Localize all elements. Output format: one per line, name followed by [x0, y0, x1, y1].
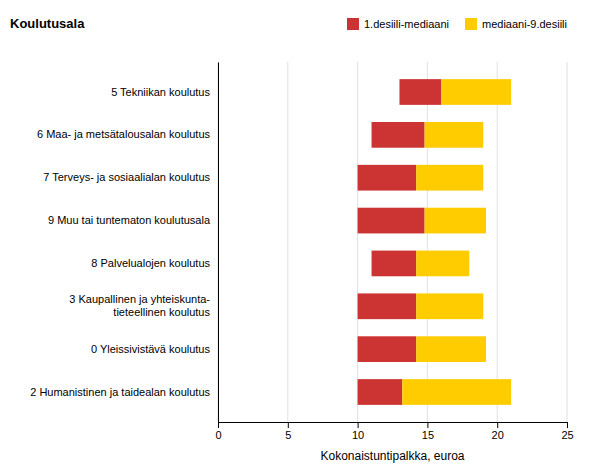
- tick-label: 15: [422, 429, 434, 441]
- tick: 7 Terveys- ja sosiaalialan koulutus: [43, 171, 218, 183]
- bar: [372, 122, 425, 148]
- tick: 0: [215, 422, 221, 441]
- axis-line: [218, 63, 219, 423]
- grid-line: [427, 62, 428, 422]
- bar: [358, 208, 425, 234]
- tick-label: 10: [352, 429, 364, 441]
- legend: 1.desiili-mediaani mediaani-9.desiili: [347, 18, 567, 30]
- grid-line: [357, 62, 358, 422]
- bar: [416, 336, 486, 362]
- tick: 5: [285, 422, 291, 441]
- grid-line: [218, 62, 219, 422]
- tick-label: 0: [215, 429, 221, 441]
- x-label: Kokonaistuntipalkka, euroa: [320, 449, 464, 463]
- tick-label: 5 Tekniikan koulutus: [111, 86, 210, 98]
- tick-label: 20: [492, 429, 504, 441]
- bar: [372, 251, 417, 277]
- bar: [425, 122, 484, 148]
- bar: [358, 379, 403, 405]
- tick-label: 7 Terveys- ja sosiaalialan koulutus: [43, 171, 210, 183]
- tick-label: 6 Maa- ja metsätalousalan koulutus: [37, 128, 211, 140]
- bar: [402, 379, 511, 405]
- bars: [358, 79, 512, 405]
- tick: 6 Maa- ja metsätalousalan koulutus: [37, 128, 218, 140]
- chart: 0 5 10 15 20 25 2 Humanistinen ja taidealan ko…: [0, 0, 589, 470]
- bar: [441, 79, 511, 105]
- legend-item: 1.desiili-mediaani: [347, 18, 449, 30]
- tick-mark: [427, 422, 428, 428]
- bar: [358, 165, 417, 191]
- bar: [358, 336, 417, 362]
- legend-swatch: [465, 18, 477, 30]
- tick-label: 3 Kaupallinen ja yhteiskunta- tieteellin…: [69, 293, 210, 318]
- grid-line: [567, 62, 568, 422]
- tick-label: 0 Yleissivistävä koulutus: [91, 343, 211, 355]
- tick: 2 Humanistinen ja taidealan koulutus: [30, 386, 218, 398]
- bar: [416, 165, 483, 191]
- tick: 5 Tekniikan koulutus: [111, 86, 218, 98]
- tick-mark: [358, 422, 359, 428]
- tick-label: 25: [561, 429, 573, 441]
- tick: 8 Palvelualojen koulutus: [91, 257, 218, 269]
- tick-label: 5: [285, 429, 291, 441]
- bar: [416, 251, 469, 277]
- tick-mark: [218, 422, 219, 428]
- grid: [218, 62, 567, 422]
- tick-label: 9 Muu tai tuntematon koulutusala: [48, 214, 211, 226]
- tick-mark: [288, 422, 289, 428]
- bar: [399, 79, 441, 105]
- y-label: Koulutusala: [10, 16, 85, 31]
- bar: [416, 293, 483, 319]
- bar: [425, 208, 486, 234]
- y-axis: 2 Humanistinen ja taidealan koulutus 0 Yl…: [30, 63, 218, 423]
- grid-line: [497, 62, 498, 422]
- series: [402, 79, 511, 405]
- x-axis: 0 5 10 15 20 25: [215, 422, 573, 441]
- tick: 0 Yleissivistävä koulutus: [91, 343, 218, 355]
- tick: 15: [422, 422, 434, 441]
- tick-label: 8 Palvelualojen koulutus: [91, 257, 210, 269]
- plot: 0 5 10 15 20 25 2 Humanistinen ja taidealan ko…: [30, 62, 573, 441]
- tick-mark: [497, 422, 498, 428]
- tick: 3 Kaupallinen ja yhteiskunta- tieteellin…: [69, 293, 218, 318]
- legend-swatch: [347, 18, 359, 30]
- tick: 10: [352, 422, 364, 441]
- tick: 9 Muu tai tuntematon koulutusala: [48, 214, 218, 226]
- legend-item: mediaani-9.desiili: [465, 18, 567, 30]
- tick-label: 2 Humanistinen ja taidealan koulutus: [30, 386, 210, 398]
- bar: [358, 293, 417, 319]
- tick-mark: [567, 422, 568, 428]
- tick: 25: [561, 422, 573, 441]
- grid-line: [287, 62, 288, 422]
- legend-label: 1.desiili-mediaani: [364, 18, 449, 30]
- tick: 20: [492, 422, 504, 441]
- axis-line: [219, 423, 568, 429]
- legend-label: mediaani-9.desiili: [482, 18, 567, 30]
